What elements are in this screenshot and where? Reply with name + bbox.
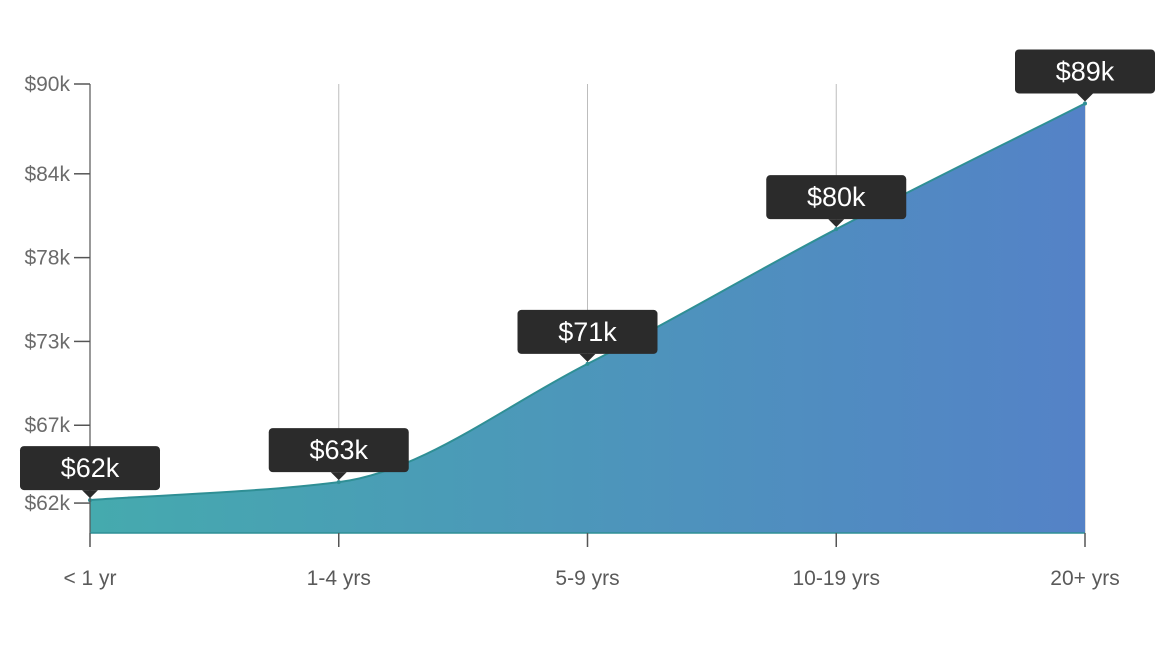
value-callout-box-3 (766, 175, 907, 220)
x-tick-label-4: 20+ yrs (1050, 567, 1119, 590)
area-fill (90, 103, 1085, 533)
area-series (88, 101, 1087, 533)
data-point-1 (336, 480, 341, 485)
value-callout-4: $89k (1015, 49, 1155, 102)
x-tick-label-2: 5-9 yrs (555, 567, 619, 590)
y-tick-label-5: $90k (24, 73, 70, 96)
y-tick-label-2: $73k (24, 330, 70, 353)
data-point-3 (834, 227, 839, 232)
y-tick-label-3: $78k (24, 247, 70, 270)
value-callout-box-2 (517, 309, 658, 354)
x-tick-label-0: < 1 yr (63, 567, 116, 590)
y-tick-label-4: $84k (24, 163, 70, 186)
value-label-2: $71k (558, 317, 617, 347)
value-callouts: $62k $63k $71k $80k $89k (20, 49, 1155, 499)
y-tick-label-0: $62k (24, 492, 70, 515)
y-axis-ticks: $62k $67k $73k $78k $84k $90k (24, 73, 90, 515)
value-callout-2: $71k (517, 309, 658, 362)
value-callout-box-4 (1015, 49, 1155, 94)
value-callout-pointer-3 (828, 219, 845, 228)
data-point-2 (585, 361, 590, 366)
value-label-0: $62k (61, 453, 120, 483)
value-label-4: $89k (1056, 56, 1115, 86)
x-tick-label-1: 1-4 yrs (307, 567, 371, 590)
value-callout-1: $63k (268, 428, 409, 481)
y-tick-label-1: $67k (24, 414, 70, 437)
value-label-1: $63k (309, 435, 368, 465)
x-tick-label-3: 10-19 yrs (792, 567, 880, 590)
value-callout-pointer-0 (82, 490, 98, 499)
value-label-3: $80k (807, 182, 866, 212)
value-callout-pointer-4 (1077, 93, 1093, 102)
value-callout-0: $62k (20, 446, 160, 499)
value-callout-box-0 (20, 446, 160, 491)
value-callout-3: $80k (766, 175, 907, 228)
value-callout-pointer-2 (579, 353, 596, 362)
value-callout-pointer-1 (330, 472, 347, 481)
x-axis-ticks: < 1 yr 1-4 yrs 5-9 yrs 10-19 yrs 20+ yrs (63, 533, 1120, 590)
data-point-4 (1083, 101, 1087, 106)
value-callout-box-1 (268, 428, 409, 473)
